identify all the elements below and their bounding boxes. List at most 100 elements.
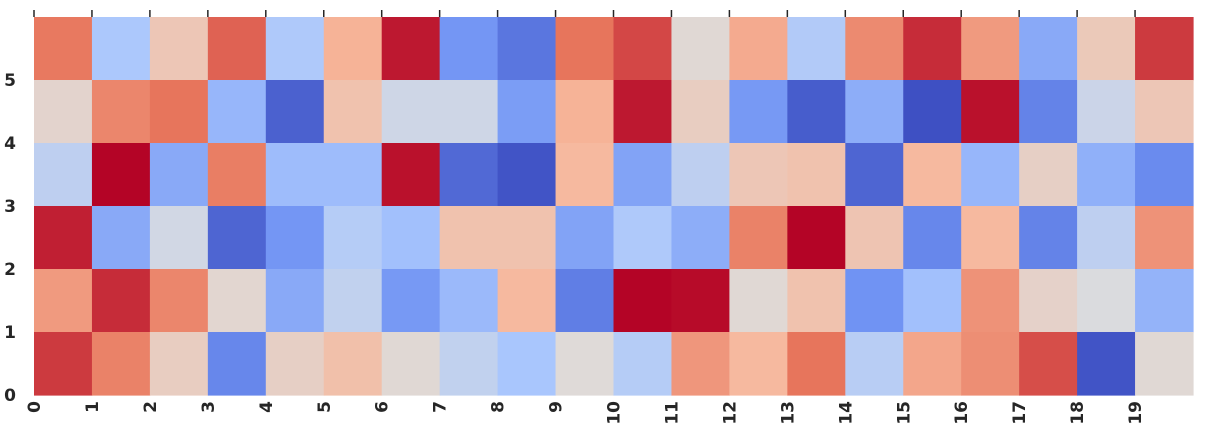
heatmap-cell-r2-c15 [903,206,962,270]
heatmap-cell-r5-c4 [265,17,325,81]
x-tick-label-2: 2 [141,401,161,413]
heatmap-cell-r0-c1 [91,332,151,396]
heatmap-cell-r1-c9 [555,269,615,333]
x-tick-label-14: 14 [836,401,856,425]
heatmap-cell-r5-c5 [323,17,383,81]
heatmap-cell-r2-c6 [381,206,441,270]
x-tick-label-15: 15 [894,401,914,425]
x-tick-label-0: 0 [25,401,45,413]
heatmap-cell-r4-c3 [207,80,267,144]
x-tick-label-6: 6 [373,401,393,413]
heatmap-cell-r0-c8 [497,332,557,396]
heatmap-cell-r2-c0 [34,206,93,270]
y-tick-label-4: 4 [4,134,16,154]
heatmap-cell-r3-c3 [207,143,267,207]
heatmap-cell-r5-c17 [1019,17,1078,81]
heatmap-cell-r5-c12 [729,17,788,81]
heatmap-cell-r0-c0 [34,332,93,396]
heatmap-cell-r3-c10 [613,143,673,207]
x-tick-label-9: 9 [547,401,567,413]
heatmap-cell-r0-c18 [1077,332,1136,396]
heatmap-cell-r5-c0 [34,17,93,81]
heatmap-cell-r3-c9 [555,143,615,207]
heatmap-cell-r4-c17 [1019,80,1078,144]
heatmap-cell-r1-c15 [903,269,962,333]
heatmap-cell-r1-c7 [439,269,499,333]
heatmap-cell-r1-c6 [381,269,441,333]
heatmap-cell-r2-c12 [729,206,788,270]
heatmap-cell-r5-c7 [439,17,499,81]
x-tick-label-11: 11 [662,401,682,425]
heatmap-cell-r5-c6 [381,17,441,81]
heatmap-cell-r2-c11 [671,206,730,270]
heatmap-cell-r1-c3 [207,269,267,333]
heatmap-cell-r3-c8 [497,143,557,207]
heatmap-cell-r1-c18 [1077,269,1136,333]
heatmap-cell-r2-c3 [207,206,267,270]
heatmap-cell-r5-c9 [555,17,615,81]
heatmap-cell-r4-c13 [787,80,846,144]
heatmap-cell-r1-c11 [671,269,730,333]
x-tick-label-3: 3 [199,401,219,413]
heatmap-cell-r2-c8 [497,206,557,270]
heatmap-cell-r2-c5 [323,206,383,270]
heatmap-cell-r1-c14 [845,269,904,333]
heatmap-cell-r1-c5 [323,269,383,333]
x-tick-label-8: 8 [489,401,509,413]
heatmap-cell-r3-c4 [265,143,325,207]
heatmap-cell-r1-c12 [729,269,788,333]
heatmap-cell-r3-c12 [729,143,788,207]
heatmap-cell-r4-c4 [265,80,325,144]
heatmap-cell-r1-c17 [1019,269,1078,333]
heatmap-cell-r2-c19 [1135,206,1194,270]
heatmap-cell-r3-c6 [381,143,441,207]
x-tick-label-13: 13 [778,401,798,425]
x-tick-label-4: 4 [257,401,277,413]
heatmap-cell-r2-c18 [1077,206,1136,270]
heatmap-cell-r1-c13 [787,269,846,333]
y-tick-label-5: 5 [4,71,16,91]
heatmap-cell-r5-c1 [91,17,151,81]
heatmap-cell-r5-c16 [961,17,1020,81]
y-tick-label-0: 0 [4,386,16,406]
heatmap-cell-r2-c16 [961,206,1020,270]
x-tick-label-1: 1 [83,401,103,413]
heatmap-cell-r5-c15 [903,17,962,81]
heatmap-cell-r4-c18 [1077,80,1136,144]
heatmap-cell-r4-c19 [1135,80,1194,144]
heatmap-cell-r5-c11 [671,17,730,81]
heatmap-cell-r3-c5 [323,143,383,207]
heatmap-cell-r4-c5 [323,80,383,144]
heatmap-cell-r5-c14 [845,17,904,81]
heatmap-cell-r4-c9 [555,80,615,144]
heatmap-cell-r2-c7 [439,206,499,270]
heatmap-cell-r4-c8 [497,80,557,144]
heatmap-cell-r3-c13 [787,143,846,207]
heatmap-cell-r1-c2 [149,269,209,333]
heatmap-cell-r2-c14 [845,206,904,270]
heatmap-cell-r5-c3 [207,17,267,81]
heatmap-cell-r3-c7 [439,143,499,207]
heatmap-cell-r5-c13 [787,17,846,81]
y-axis: 0 1 2 3 4 5 [4,71,16,406]
heatmap-cell-r4-c12 [729,80,788,144]
heatmap-cell-r4-c15 [903,80,962,144]
heatmap-cell-r0-c15 [903,332,962,396]
y-tick-label-1: 1 [4,323,16,343]
heatmap-cell-r0-c7 [439,332,499,396]
x-tick-label-16: 16 [952,401,972,425]
heatmap-cell-r0-c4 [265,332,325,396]
x-tick-label-10: 10 [605,401,625,425]
heatmap-cell-r4-c0 [34,80,93,144]
heatmap-cell-r3-c16 [961,143,1020,207]
heatmap-cell-r4-c16 [961,80,1020,144]
heatmap-cell-r4-c6 [381,80,441,144]
y-tick-label-3: 3 [4,197,16,217]
heatmap-cell-r1-c10 [613,269,673,333]
heatmap-cell-r0-c10 [613,332,673,396]
heatmap-cell-r0-c11 [671,332,730,396]
heatmap-cell-r0-c3 [207,332,267,396]
heatmap-cell-r1-c8 [497,269,557,333]
heatmap-cell-r5-c19 [1135,17,1194,81]
heatmap-cell-r2-c17 [1019,206,1078,270]
